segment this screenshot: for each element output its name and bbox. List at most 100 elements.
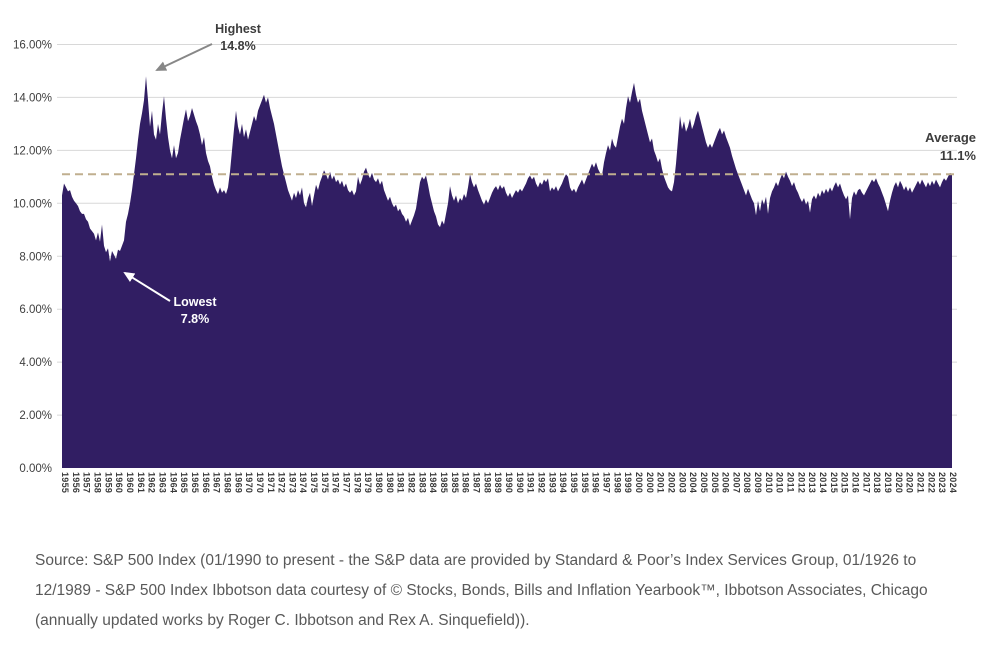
x-axis-labels: 1955 1956 1957 1958 1959 1960 1960 1961 1962 1963… <box>60 472 958 493</box>
x-tick-label: 1985 <box>450 472 460 493</box>
highest-label: Highest <box>215 22 262 36</box>
x-tick-label: 1989 <box>493 472 503 493</box>
x-tick-label: 1993 <box>547 472 557 493</box>
x-tick-label: 1992 <box>537 472 547 493</box>
x-tick-label: 2022 <box>926 472 936 493</box>
x-tick-label: 1966 <box>201 472 211 493</box>
x-tick-label: 1983 <box>417 472 427 493</box>
x-tick-label: 1978 <box>352 472 362 493</box>
x-tick-label: 1959 <box>103 472 113 493</box>
x-tick-label: 2013 <box>807 472 817 493</box>
x-tick-label: 1961 <box>136 472 146 493</box>
x-tick-label: 1995 <box>580 472 590 493</box>
x-tick-label: 1986 <box>461 472 471 493</box>
x-tick-label: 1994 <box>558 472 568 493</box>
x-tick-label: 1969 <box>233 472 243 493</box>
area-chart-canvas: 16.00% 14.00% 12.00% 10.00% 8.00% 6.00% 4.00% 2… <box>13 22 976 493</box>
x-tick-label: 1965 <box>190 472 200 493</box>
x-tick-label: 2007 <box>731 472 741 493</box>
average-label: Average <box>925 130 976 145</box>
y-tick-label: 6.00% <box>19 304 52 316</box>
y-axis-labels: 16.00% 14.00% 12.00% 10.00% 8.00% 6.00% 4.00% 2… <box>13 40 52 476</box>
x-tick-label: 1987 <box>472 472 482 493</box>
x-tick-label: 1981 <box>396 472 406 493</box>
x-tick-label: 1970 <box>244 472 254 493</box>
y-tick-label: 4.00% <box>19 357 52 369</box>
x-tick-label: 2016 <box>851 472 861 493</box>
y-tick-label: 12.00% <box>13 145 52 157</box>
x-tick-label: 1965 <box>179 472 189 493</box>
x-tick-label: 2012 <box>796 472 806 493</box>
x-tick-label: 2010 <box>764 472 774 493</box>
x-tick-label: 2008 <box>742 472 752 493</box>
x-tick-label: 1998 <box>612 472 622 493</box>
x-tick-label: 2024 <box>948 472 958 493</box>
highest-value: 14.8% <box>220 39 255 53</box>
y-tick-label: 0.00% <box>19 463 52 475</box>
x-tick-label: 1990 <box>504 472 514 493</box>
y-tick-label: 2.00% <box>19 410 52 422</box>
x-tick-label: 1985 <box>439 472 449 493</box>
y-tick-label: 8.00% <box>19 251 52 263</box>
rolling-returns-chart: 16.00% 14.00% 12.00% 10.00% 8.00% 6.00% 4.00% 2… <box>13 22 976 493</box>
x-tick-label: 1975 <box>309 472 319 493</box>
x-tick-label: 1976 <box>331 472 341 493</box>
x-tick-label: 2015 <box>829 472 839 493</box>
x-tick-label: 2003 <box>677 472 687 493</box>
average-value: 11.1% <box>940 148 977 163</box>
x-tick-label: 1956 <box>71 472 81 493</box>
x-tick-label: 2010 <box>775 472 785 493</box>
x-tick-label: 1988 <box>482 472 492 493</box>
highest-annotation: Highest 14.8% <box>155 22 262 71</box>
x-tick-label: 2005 <box>710 472 720 493</box>
x-tick-label: 2009 <box>753 472 763 493</box>
x-tick-label: 2021 <box>916 472 926 493</box>
lowest-annotation: Lowest 7.8% <box>123 271 217 326</box>
x-tick-label: 1963 <box>158 472 168 493</box>
x-tick-label: 1979 <box>363 472 373 493</box>
x-tick-label: 1973 <box>287 472 297 493</box>
x-tick-label: 1967 <box>212 472 222 493</box>
x-tick-label: 2020 <box>894 472 904 493</box>
source-note: Source: S&P 500 Index (01/1990 to presen… <box>35 552 928 629</box>
x-tick-label: 1957 <box>82 472 92 493</box>
x-tick-label: 1990 <box>515 472 525 493</box>
y-tick-label: 16.00% <box>13 40 52 52</box>
x-tick-label: 2001 <box>656 472 666 493</box>
x-tick-label: 1971 <box>266 472 276 493</box>
x-tick-label: 2020 <box>905 472 915 493</box>
x-tick-label: 2004 <box>688 472 698 493</box>
return-area-path <box>62 76 952 469</box>
x-tick-label: 1980 <box>374 472 384 493</box>
lowest-label: Lowest <box>173 295 217 309</box>
x-tick-label: 1962 <box>147 472 157 493</box>
highest-arrow <box>155 43 213 71</box>
y-tick-label: 14.00% <box>13 92 52 104</box>
x-tick-label: 1982 <box>407 472 417 493</box>
x-tick-label: 1997 <box>602 472 612 493</box>
x-tick-label: 2017 <box>861 472 871 493</box>
x-tick-label: 1975 <box>320 472 330 493</box>
x-tick-label: 2018 <box>872 472 882 493</box>
x-tick-label: 1964 <box>168 472 178 493</box>
x-tick-label: 2006 <box>721 472 731 493</box>
x-tick-label: 1960 <box>125 472 135 493</box>
lowest-arrow <box>123 271 171 302</box>
average-annotation: Average 11.1% <box>925 130 976 163</box>
x-tick-label: 2000 <box>634 472 644 493</box>
x-tick-label: 2005 <box>699 472 709 493</box>
x-tick-label: 1972 <box>277 472 287 493</box>
x-tick-label: 2000 <box>645 472 655 493</box>
x-tick-label: 1968 <box>222 472 232 493</box>
x-tick-label: 1980 <box>385 472 395 493</box>
x-tick-label: 1996 <box>591 472 601 493</box>
x-tick-label: 2019 <box>883 472 893 493</box>
area-series <box>62 76 952 469</box>
x-tick-label: 2014 <box>818 472 828 493</box>
x-tick-label: 1958 <box>93 472 103 493</box>
x-tick-label: 1995 <box>569 472 579 493</box>
x-tick-label: 2002 <box>666 472 676 493</box>
x-tick-label: 2015 <box>840 472 850 493</box>
x-tick-label: 1974 <box>298 472 308 493</box>
x-tick-label: 1999 <box>623 472 633 493</box>
